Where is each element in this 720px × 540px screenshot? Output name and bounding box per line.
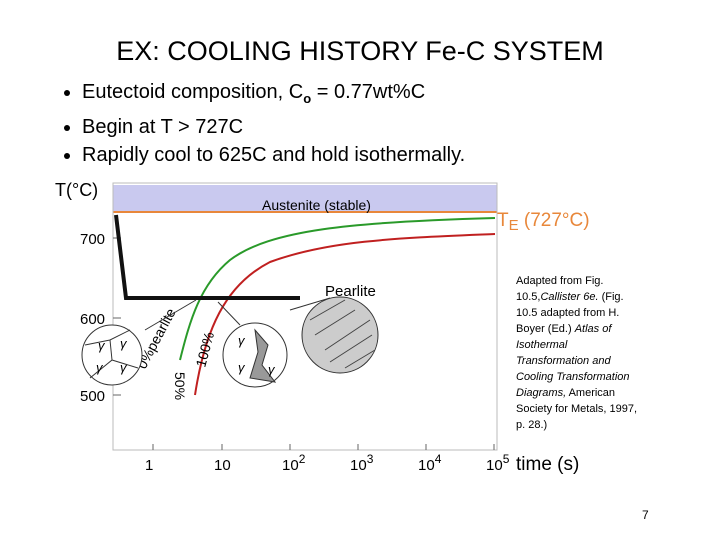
lamellae: [309, 299, 376, 369]
bullet-text: Begin at T > 727C: [82, 116, 244, 138]
citation: Adapted from Fig. 10.5,Callister 6e. (Fi…: [516, 275, 638, 431]
grain-boundaries: [84, 329, 139, 379]
tick-marks: [113, 237, 495, 450]
title: EX: COOLING HISTORY Fe-C SYSTEM: [116, 36, 604, 66]
svg-text:γ: γ: [238, 360, 246, 375]
x-tick-label: 105: [486, 452, 510, 474]
start-curve: [179, 217, 496, 361]
x-tick-label: 10: [214, 457, 231, 474]
micro-partial: [222, 322, 288, 388]
austenite-band: [113, 185, 497, 212]
bullet-list: Eutectoid composition, Co = 0.77wt%C Beg…: [58, 78, 465, 169]
y-tick-label: 600: [80, 311, 105, 328]
svg-text:γ: γ: [120, 360, 128, 375]
arrow: [144, 299, 197, 331]
x-tick-label: 102: [282, 452, 306, 474]
plot-frame: [112, 182, 498, 451]
svg-text:γ: γ: [238, 333, 246, 348]
svg-text:γ: γ: [98, 338, 106, 353]
x-axis-label: time (s): [516, 454, 579, 475]
pearlite-colony: [249, 328, 277, 383]
curve-label: 50%: [172, 372, 188, 400]
bullet-text: Eutectoid composition, C: [82, 81, 304, 103]
svg-text:γ: γ: [268, 362, 276, 377]
svg-text:γ: γ: [120, 336, 128, 351]
bullet: Eutectoid composition, Co = 0.77wt%C: [82, 78, 465, 113]
bullet: Rapidly cool to 625C and hold isothermal…: [82, 141, 465, 169]
y-axis-label: T(°C): [55, 180, 98, 200]
arrow: [289, 297, 331, 311]
x-tick-label: 103: [350, 452, 374, 474]
region-label: Austenite (stable): [262, 197, 371, 213]
te-label: TE (727°C): [497, 210, 590, 234]
bullet-text: = 0.77wt%C: [311, 81, 426, 103]
x-tick-labels: 1 10 102 103 104 105: [145, 452, 510, 474]
bullet: Begin at T > 727C: [82, 113, 465, 141]
y-tick-label: 700: [80, 231, 105, 248]
y-tick-label: 500: [80, 388, 105, 405]
finish-curve: [194, 233, 496, 396]
bullet-text: Rapidly cool to 625C and hold isothermal…: [82, 144, 466, 166]
x-tick-label: 104: [418, 452, 442, 474]
micro-pearlite: [301, 296, 379, 374]
curve-label: 100%: [192, 330, 217, 369]
pearlite-label: Pearlite: [325, 283, 376, 300]
arrow: [217, 301, 241, 326]
cooling-path: [114, 214, 300, 300]
x-tick-label: 1: [145, 457, 153, 474]
subscript: o: [303, 91, 312, 106]
page-number: 7: [642, 508, 649, 522]
svg-text:γ: γ: [96, 360, 104, 375]
